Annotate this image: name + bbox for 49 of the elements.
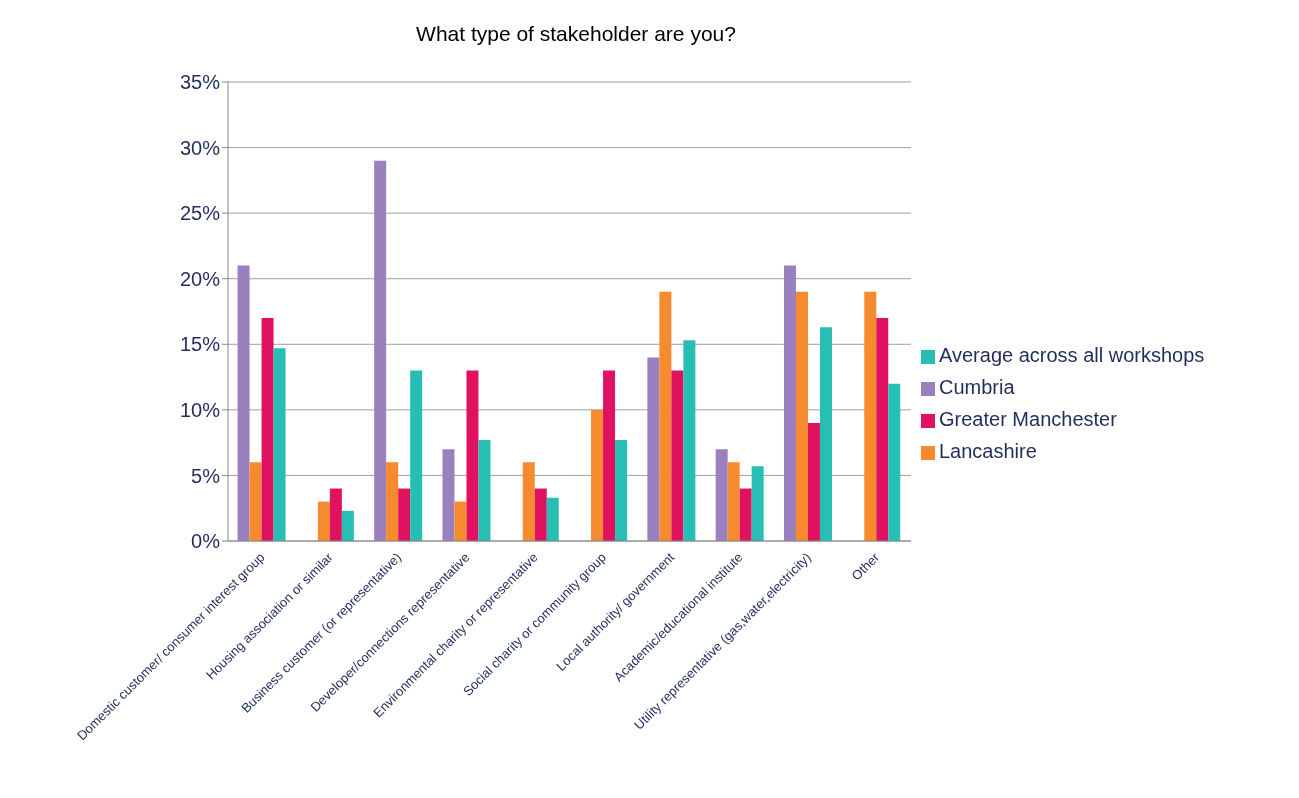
bar xyxy=(783,265,796,541)
bar xyxy=(454,501,467,541)
bar xyxy=(715,449,728,541)
y-tick-label: 30% xyxy=(179,136,221,159)
y-tick-label: 25% xyxy=(179,202,221,225)
bar xyxy=(876,318,889,541)
bar xyxy=(317,501,330,541)
legend-label: Lancashire xyxy=(939,440,1037,462)
bar xyxy=(683,340,696,541)
bar xyxy=(398,488,411,541)
bar xyxy=(237,265,250,541)
bar xyxy=(249,462,262,541)
legend-label: Average across all workshops xyxy=(939,344,1205,366)
bar xyxy=(671,370,684,541)
bar xyxy=(888,383,901,541)
y-tick-label: 10% xyxy=(179,398,221,421)
y-tick-label: 0% xyxy=(191,530,221,553)
bar xyxy=(273,348,286,541)
bar xyxy=(478,440,491,541)
bar xyxy=(615,440,628,541)
bar xyxy=(410,370,423,541)
bar xyxy=(864,291,877,541)
y-tick-label: 5% xyxy=(191,464,221,487)
bar xyxy=(386,462,399,541)
bar xyxy=(807,422,820,541)
bar xyxy=(466,370,479,541)
bar xyxy=(341,510,354,541)
bar xyxy=(739,488,752,541)
legend-label: Cumbria xyxy=(939,376,1015,398)
y-tick-label: 15% xyxy=(179,333,221,356)
bar xyxy=(751,466,764,541)
bar xyxy=(647,357,660,541)
chart-title: What type of stakeholder are you? xyxy=(415,22,737,46)
bar xyxy=(546,497,559,541)
bar xyxy=(261,318,274,541)
bar xyxy=(442,449,455,541)
bar xyxy=(329,488,342,541)
bar xyxy=(522,462,535,541)
legend-label: Greater Manchester xyxy=(939,408,1117,430)
y-tick-label: 20% xyxy=(179,267,221,290)
bar xyxy=(819,327,832,541)
bar xyxy=(534,488,547,541)
bar xyxy=(603,370,616,541)
bar xyxy=(591,409,604,541)
bar xyxy=(659,291,672,541)
bar xyxy=(795,291,808,541)
bar xyxy=(374,160,387,541)
bar xyxy=(727,462,740,541)
y-tick-label: 35% xyxy=(179,71,221,94)
